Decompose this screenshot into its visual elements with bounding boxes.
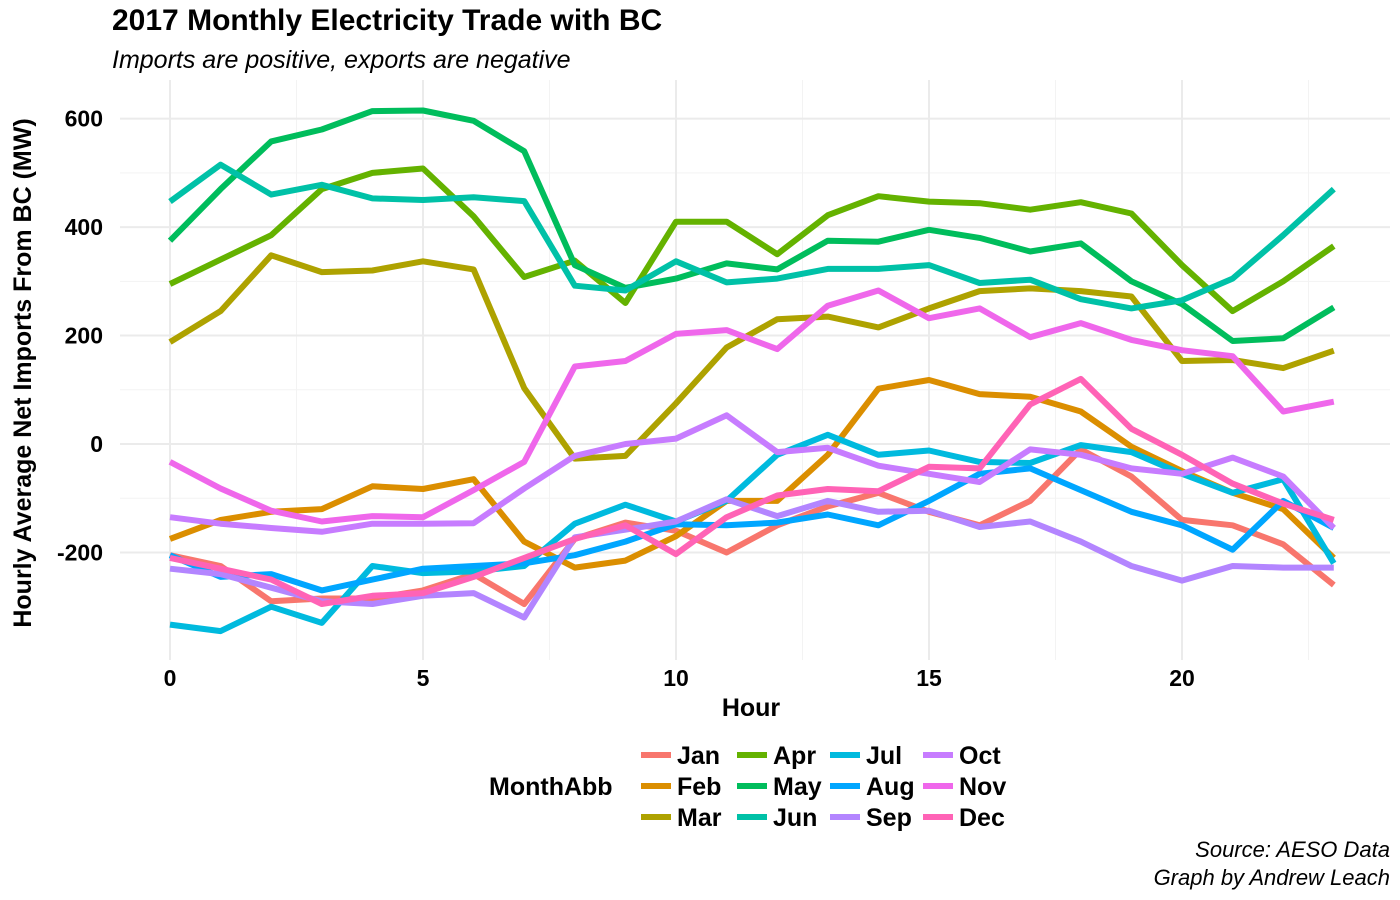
legend-label-jul: Jul xyxy=(866,742,902,770)
legend-label-sep: Sep xyxy=(866,804,912,832)
chart-subtitle: Imports are positive, exports are negati… xyxy=(112,46,571,74)
series-line-oct xyxy=(169,412,1336,535)
x-tick-label: 0 xyxy=(164,665,177,691)
series-line-jul xyxy=(169,431,1337,635)
series-line-may xyxy=(167,107,1336,344)
series-line-aug xyxy=(168,465,1336,594)
x-tick-label: 5 xyxy=(417,665,430,691)
x-tick-label: 15 xyxy=(916,665,942,691)
y-tick-label: 400 xyxy=(65,214,103,240)
x-axis-ticks: 0 5 10 15 20 xyxy=(164,665,1195,691)
chart-title: 2017 Monthly Electricity Trade with BC xyxy=(112,4,663,37)
y-tick-label: 0 xyxy=(90,431,103,457)
caption-source: Source: AESO Data xyxy=(1195,837,1390,862)
y-axis-ticks: -200 0 200 400 600 xyxy=(57,106,103,566)
y-tick-label: -200 xyxy=(57,539,103,565)
legend-label-jan: Jan xyxy=(677,742,720,770)
series-line-nov xyxy=(168,287,1335,525)
x-tick-label: 20 xyxy=(1169,665,1195,691)
legend-label-may: May xyxy=(773,773,822,801)
legend-label-aug: Aug xyxy=(866,773,915,801)
y-axis-title: Hourly Average Net Imports From BC (MW) xyxy=(9,118,37,627)
legend: MonthAbb Jan Feb Mar Apr May Jun Jul Aug Sep Oct N… xyxy=(489,742,1006,832)
legend-label-nov: Nov xyxy=(959,773,1006,801)
legend-label-oct: Oct xyxy=(959,742,1001,770)
legend-title: MonthAbb xyxy=(489,773,613,801)
legend-label-feb: Feb xyxy=(677,773,721,801)
y-tick-label: 200 xyxy=(65,323,103,349)
series-line-apr xyxy=(168,165,1336,315)
caption-author: Graph by Andrew Leach xyxy=(1153,865,1390,890)
caption: Source: AESO Data Graph by Andrew Leach xyxy=(1154,836,1390,892)
grid-lines xyxy=(120,80,1390,660)
legend-label-jun: Jun xyxy=(773,804,817,832)
legend-label-apr: Apr xyxy=(773,742,816,770)
series-line-dec xyxy=(169,375,1335,607)
series-line-mar xyxy=(168,252,1335,462)
series-lines xyxy=(167,107,1337,635)
x-axis-title: Hour xyxy=(722,694,781,722)
y-tick-label: 600 xyxy=(65,106,103,132)
x-tick-label: 10 xyxy=(663,665,689,691)
legend-label-mar: Mar xyxy=(677,804,722,832)
series-line-feb xyxy=(168,377,1336,571)
series-line-jun xyxy=(168,161,1336,312)
legend-label-dec: Dec xyxy=(959,804,1005,832)
